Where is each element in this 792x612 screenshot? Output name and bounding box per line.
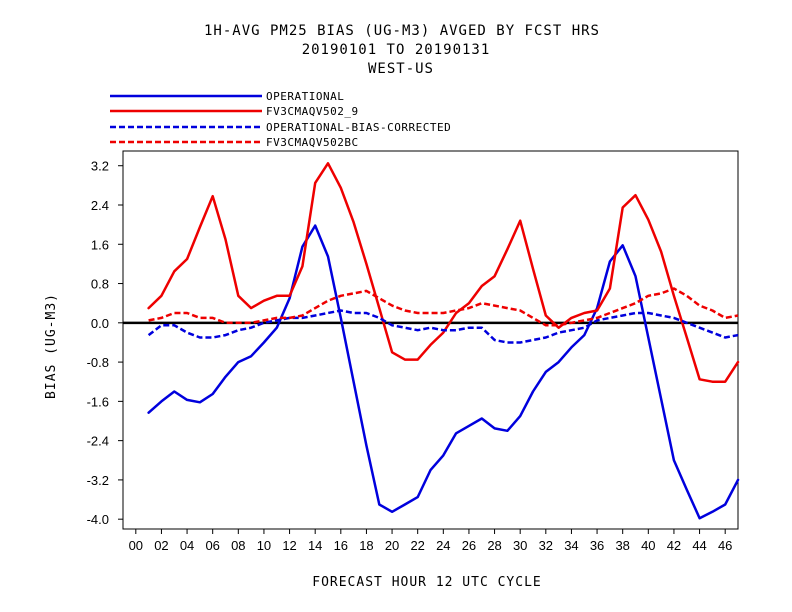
x-tick-label: 36 xyxy=(590,538,604,553)
x-tick-label: 02 xyxy=(154,538,168,553)
y-tick-label: -1.6 xyxy=(87,394,109,409)
y-tick-label: 0.8 xyxy=(91,277,109,292)
chart-region: WEST-US xyxy=(368,61,434,77)
legend-label-fv3cmaqv502bc: FV3CMAQV502BC xyxy=(266,136,359,149)
y-tick-label: 3.2 xyxy=(91,159,109,174)
y-tick-label: -0.8 xyxy=(87,355,109,370)
y-axis-label: BIAS (UG-M3) xyxy=(44,293,59,399)
chart-title: 1H-AVG PM25 BIAS (UG-M3) AVGED BY FCST H… xyxy=(204,23,600,39)
y-tick-label: -4.0 xyxy=(87,512,109,527)
y-tick-label: -2.4 xyxy=(87,434,109,449)
series-lines xyxy=(147,162,740,520)
y-tick-label: -3.2 xyxy=(87,473,109,488)
x-tick-label: 08 xyxy=(231,538,245,553)
legend-label-operational: OPERATIONAL xyxy=(266,90,344,103)
x-tick-label: 40 xyxy=(641,538,655,553)
plot-frame xyxy=(122,150,739,530)
x-tick-label: 32 xyxy=(539,538,553,553)
x-tick-label: 16 xyxy=(334,538,348,553)
x-axis: 00 02 04 06 08 10 12 14 16 18 20 22 24 26 28 30 32 34 36 38… xyxy=(129,529,732,553)
x-tick-label: 42 xyxy=(667,538,681,553)
series-line-fv3cmaqv502bc xyxy=(148,287,739,327)
x-tick-label: 00 xyxy=(129,538,143,553)
y-axis: 3.2 2.4 1.6 0.8 0.0 -0.8 -1.6 -2.4 -3.2 -4.0 xyxy=(87,159,123,527)
x-tick-label: 04 xyxy=(180,538,194,553)
x-tick-label: 20 xyxy=(385,538,399,553)
x-tick-label: 34 xyxy=(564,538,578,553)
x-tick-label: 38 xyxy=(615,538,629,553)
x-tick-label: 14 xyxy=(308,538,322,553)
series-line-operational xyxy=(147,224,740,520)
x-tick-label: 22 xyxy=(410,538,424,553)
x-tick-label: 44 xyxy=(692,538,706,553)
x-tick-label: 26 xyxy=(462,538,476,553)
y-tick-label: 0.0 xyxy=(91,316,109,331)
chart-date-range: 20190101 TO 20190131 xyxy=(302,42,491,58)
y-tick-label: 1.6 xyxy=(91,237,109,252)
x-tick-label: 12 xyxy=(282,538,296,553)
x-tick-label: 10 xyxy=(257,538,271,553)
series-line-fv3cmaqv502-9 xyxy=(147,162,740,383)
legend: OPERATIONAL FV3CMAQV502_9 OPERATIONAL-BI… xyxy=(110,90,451,149)
x-tick-label: 24 xyxy=(436,538,450,553)
legend-label-operational-bias-corrected: OPERATIONAL-BIAS-CORRECTED xyxy=(266,121,451,134)
x-tick-label: 06 xyxy=(205,538,219,553)
x-tick-label: 30 xyxy=(513,538,527,553)
y-tick-label: 2.4 xyxy=(91,198,109,213)
x-tick-label: 28 xyxy=(487,538,501,553)
x-tick-label: 46 xyxy=(718,538,732,553)
x-tick-label: 18 xyxy=(359,538,373,553)
x-axis-label: FORECAST HOUR 12 UTC CYCLE xyxy=(312,575,542,590)
legend-label-fv3cmaqv502-9: FV3CMAQV502_9 xyxy=(266,105,359,118)
series-line-operational-bias-corrected xyxy=(147,309,739,344)
